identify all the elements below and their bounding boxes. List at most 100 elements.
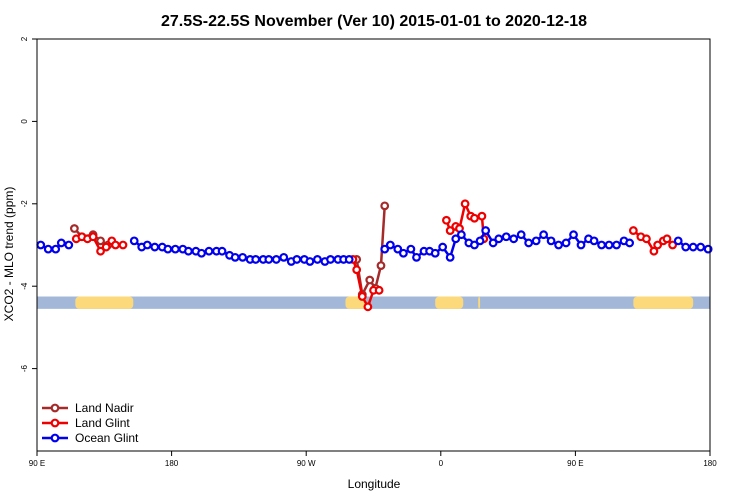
data-point (628, 226, 638, 235)
data-point (653, 240, 663, 250)
data-point (642, 234, 651, 244)
data-point (539, 230, 549, 240)
data-point (662, 234, 672, 244)
data-point (380, 244, 390, 254)
series-group (69, 201, 390, 299)
y-tick-label: -4 (20, 282, 29, 290)
data-point (36, 240, 46, 250)
data-point (101, 242, 111, 252)
data-point (69, 224, 79, 233)
legend-marker (50, 433, 60, 443)
data-point (688, 242, 698, 252)
data-point (475, 236, 485, 246)
data-point (374, 285, 384, 295)
data-point (51, 244, 61, 254)
legend-item: Ocean Glint (42, 431, 139, 445)
legend-item: Land Nadir (42, 401, 134, 415)
data-point (88, 232, 98, 242)
data-point (363, 302, 373, 312)
data-point (612, 240, 621, 250)
data-point (470, 240, 479, 250)
data-point (451, 234, 461, 244)
y-tick-label: 0 (20, 119, 29, 124)
data-point (597, 240, 606, 250)
y-tick-label: -2 (20, 200, 29, 208)
data-point (412, 252, 421, 262)
x-axis-label: Longitude (348, 477, 401, 491)
data-point (546, 236, 556, 246)
land-segment (633, 296, 694, 309)
x-tick-label: 90 E (567, 459, 583, 468)
data-point (118, 240, 128, 250)
data-point (357, 292, 367, 301)
data-point (305, 257, 315, 266)
data-point (279, 252, 289, 262)
data-point (197, 248, 206, 258)
data-point (150, 242, 160, 252)
land-segment (75, 296, 134, 309)
data-point (445, 226, 455, 235)
data-point (604, 240, 614, 250)
data-point (111, 240, 120, 250)
data-point (170, 244, 180, 254)
y-tick-label: -6 (20, 364, 29, 372)
data-point (230, 252, 240, 262)
x-tick-label: 90 W (297, 459, 316, 468)
data-point (399, 248, 408, 258)
x-tick-label: 180 (703, 459, 717, 468)
data-point (96, 236, 105, 246)
chart-title: 27.5S-22.5S November (Ver 10) 2015-01-01… (161, 13, 587, 30)
data-point (488, 238, 498, 248)
data-point (576, 240, 586, 250)
data-point (494, 234, 504, 244)
legend-marker (50, 418, 60, 428)
data-point (271, 255, 281, 264)
data-point (385, 240, 395, 250)
y-axis: 2 0 -2 -4 -6 (20, 36, 37, 372)
data-point (569, 230, 578, 240)
data-point (561, 238, 571, 248)
data-point (470, 213, 479, 223)
land-ocean-band (37, 296, 710, 309)
data-point (352, 265, 362, 275)
data-point (509, 234, 519, 244)
data-point (625, 238, 635, 248)
series-group (71, 199, 678, 312)
data-point (696, 242, 706, 252)
data-point (460, 199, 470, 209)
land-segment (478, 296, 481, 309)
data-point (445, 252, 455, 262)
data-point (376, 261, 386, 271)
data-point (163, 244, 173, 254)
data-point (524, 238, 534, 248)
data-point (292, 255, 302, 264)
data-point (217, 246, 227, 256)
data-point (313, 255, 322, 264)
data-point (516, 230, 526, 240)
data-point (649, 246, 659, 256)
data-point (64, 240, 74, 250)
data-point (43, 244, 53, 254)
data-point (393, 244, 403, 254)
data-point (365, 275, 375, 285)
legend-label: Ocean Glint (75, 431, 139, 445)
data-point (589, 236, 599, 246)
data-point (430, 248, 440, 258)
data-point (380, 201, 390, 211)
legend-item: Land Glint (42, 416, 130, 430)
data-point (142, 240, 152, 250)
land-segment (435, 296, 464, 309)
data-point (477, 211, 487, 221)
y-tick-label: 2 (20, 36, 29, 41)
series-group (36, 226, 713, 266)
data-point (438, 242, 448, 252)
data-point (668, 240, 678, 250)
data-point (456, 230, 466, 240)
ocean-band (37, 296, 710, 309)
data-point (406, 244, 416, 254)
x-tick-label: 180 (165, 459, 179, 468)
data-point (56, 238, 66, 248)
data-point (204, 246, 214, 256)
